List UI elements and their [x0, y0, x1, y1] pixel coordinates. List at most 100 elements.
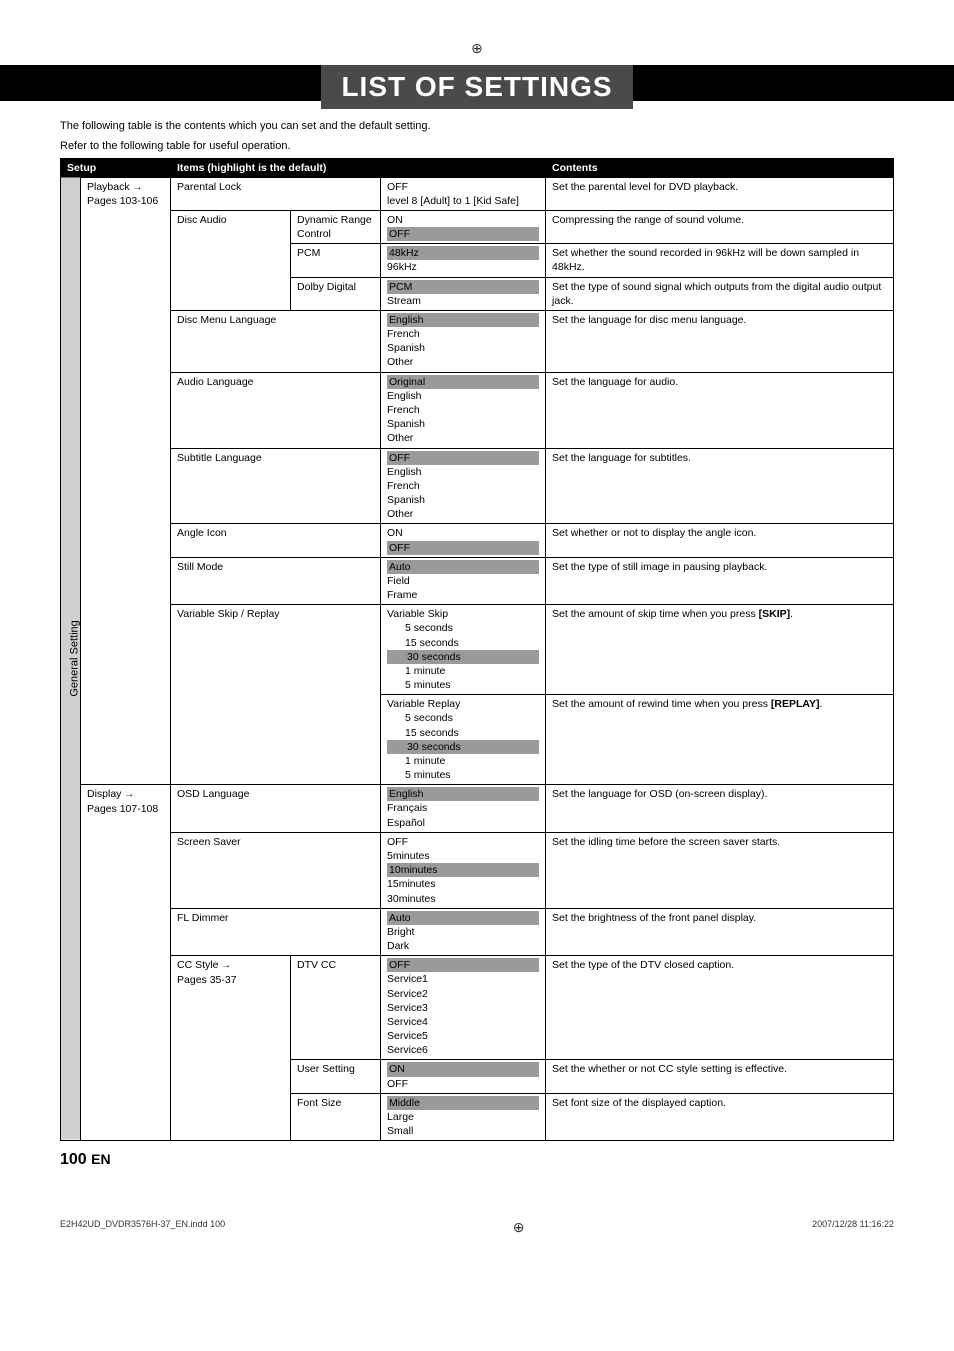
- option-value: Service2: [387, 987, 539, 1001]
- item-label: FL Dimmer: [171, 908, 381, 956]
- vertical-section-label: General Setting: [61, 177, 81, 1141]
- description-cell: Set the brightness of the front panel di…: [546, 908, 894, 956]
- description-cell: Set the type of sound signal which outpu…: [546, 277, 894, 310]
- option-default-highlight: 10minutes: [387, 863, 539, 877]
- option-value: 48kHz: [387, 246, 539, 260]
- table-row: Variable Skip / ReplayVariable Skip5 sec…: [61, 605, 894, 695]
- footer-right: 2007/12/28 11:16:22: [812, 1219, 894, 1236]
- intro-line-1: The following table is the contents whic…: [60, 119, 894, 133]
- item-label: Angle Icon: [171, 524, 381, 557]
- item-label: Screen Saver: [171, 832, 381, 908]
- item-label: Variable Skip / Replay: [171, 605, 381, 785]
- options-cell: AutoFieldFrame: [381, 557, 546, 605]
- option-value: OFF: [387, 958, 539, 972]
- table-row: Audio LanguageOriginalEnglishFrenchSpani…: [61, 372, 894, 448]
- option-value: Français: [387, 801, 539, 815]
- page-number-lang: EN: [91, 1151, 110, 1167]
- description-cell: Set the type of still image in pausing p…: [546, 557, 894, 605]
- description-cell: Set the language for subtitles.: [546, 448, 894, 524]
- description-cell: Compressing the range of sound volume.: [546, 210, 894, 243]
- option-value: Field: [387, 574, 539, 588]
- table-row: CC StylePages 35-37DTV CCOFFService1Serv…: [61, 956, 894, 1060]
- options-cell: OFFlevel 8 [Adult] to 1 [Kid Safe]: [381, 177, 546, 210]
- subitem-label: Dynamic Range Control: [291, 210, 381, 243]
- group-pages: Pages 107-108: [87, 803, 158, 815]
- option-value: Middle: [387, 1096, 539, 1110]
- option-value: 96kHz: [387, 260, 539, 274]
- page-number-value: 100: [60, 1151, 87, 1168]
- options-cell: Variable Skip5 seconds15 seconds30 secon…: [381, 605, 546, 695]
- option-value: 30minutes: [387, 892, 539, 906]
- option-value: OFF: [387, 451, 539, 465]
- table-row: Subtitle LanguageOFFEnglishFrenchSpanish…: [61, 448, 894, 524]
- option-value: Auto: [387, 560, 539, 574]
- group-label: Display Pages 107-108: [81, 785, 171, 1141]
- description-cell: Set the language for disc menu language.: [546, 310, 894, 372]
- item-pages: Pages 35-37: [177, 974, 237, 986]
- option-value: Other: [387, 431, 539, 445]
- table-row: General SettingPlaybackPages 103-106Pare…: [61, 177, 894, 210]
- option-value: 5 minutes: [387, 678, 539, 692]
- options-cell: EnglishFrenchSpanishOther: [381, 310, 546, 372]
- option-default-highlight: Auto: [387, 560, 539, 574]
- item-label: CC StylePages 35-37: [171, 956, 291, 1141]
- option-value: PCM: [387, 280, 539, 294]
- option-value: OFF: [387, 835, 539, 849]
- item-label: OSD Language: [171, 785, 381, 833]
- option-value: French: [387, 479, 539, 493]
- option-value: Stream: [387, 294, 539, 308]
- description-cell: Set the whether or not CC style setting …: [546, 1060, 894, 1093]
- settings-table: Setup Items (highlight is the default) C…: [60, 158, 894, 1142]
- description-cell: Set the type of the DTV closed caption.: [546, 956, 894, 1060]
- option-value: Español: [387, 816, 539, 830]
- option-value: 10minutes: [387, 863, 539, 877]
- option-value: Service5: [387, 1029, 539, 1043]
- option-value: Frame: [387, 588, 539, 602]
- option-value: 15 seconds: [387, 636, 539, 650]
- option-value: French: [387, 327, 539, 341]
- option-value: Original: [387, 375, 539, 389]
- option-default-highlight: English: [387, 313, 539, 327]
- page-title: LIST OF SETTINGS: [321, 65, 632, 109]
- option-value: Dark: [387, 939, 539, 953]
- description-cell: Set whether the sound recorded in 96kHz …: [546, 244, 894, 277]
- option-default-highlight: 30 seconds: [387, 740, 539, 754]
- option-value: Small: [387, 1124, 539, 1138]
- option-value: Spanish: [387, 493, 539, 507]
- option-value: OFF: [387, 1077, 539, 1091]
- options-cell: ONOFF: [381, 1060, 546, 1093]
- options-cell: OFFEnglishFrenchSpanishOther: [381, 448, 546, 524]
- subitem-label: PCM: [291, 244, 381, 277]
- th-items: Items (highlight is the default): [171, 158, 546, 177]
- item-label: Still Mode: [171, 557, 381, 605]
- options-cell: OFF5minutes10minutes15minutes30minutes: [381, 832, 546, 908]
- table-row: DisplayPages 107-108OSD LanguageEnglishF…: [61, 785, 894, 833]
- th-contents: Contents: [546, 158, 894, 177]
- subitem-label: User Setting: [291, 1060, 381, 1093]
- subitem-label: DTV CC: [291, 956, 381, 1060]
- intro-line-2: Refer to the following table for useful …: [60, 139, 894, 153]
- options-cell: EnglishFrançaisEspañol: [381, 785, 546, 833]
- option-value: 5 minutes: [387, 768, 539, 782]
- option-value: English: [387, 465, 539, 479]
- group-name: Display: [87, 788, 134, 800]
- table-row: Disc AudioDynamic Range ControlONOFFComp…: [61, 210, 894, 243]
- option-default-highlight: Auto: [387, 911, 539, 925]
- option-value: 15 seconds: [387, 726, 539, 740]
- subitem-label: Dolby Digital: [291, 277, 381, 310]
- item-label: Disc Menu Language: [171, 310, 381, 372]
- subitem-label: Font Size: [291, 1093, 381, 1141]
- option-value: OFF: [387, 227, 539, 241]
- option-default-highlight: ON: [387, 1062, 539, 1076]
- option-value: Spanish: [387, 341, 539, 355]
- option-default-highlight: OFF: [387, 451, 539, 465]
- group-name: Playback: [87, 181, 142, 193]
- options-cell: ONOFF: [381, 210, 546, 243]
- item-label: Subtitle Language: [171, 448, 381, 524]
- description-cell: Set whether or not to display the angle …: [546, 524, 894, 557]
- option-value: French: [387, 403, 539, 417]
- description-cell: Set the language for audio.: [546, 372, 894, 448]
- option-default-highlight: English: [387, 787, 539, 801]
- option-value: 1 minute: [387, 754, 539, 768]
- option-default-highlight: PCM: [387, 280, 539, 294]
